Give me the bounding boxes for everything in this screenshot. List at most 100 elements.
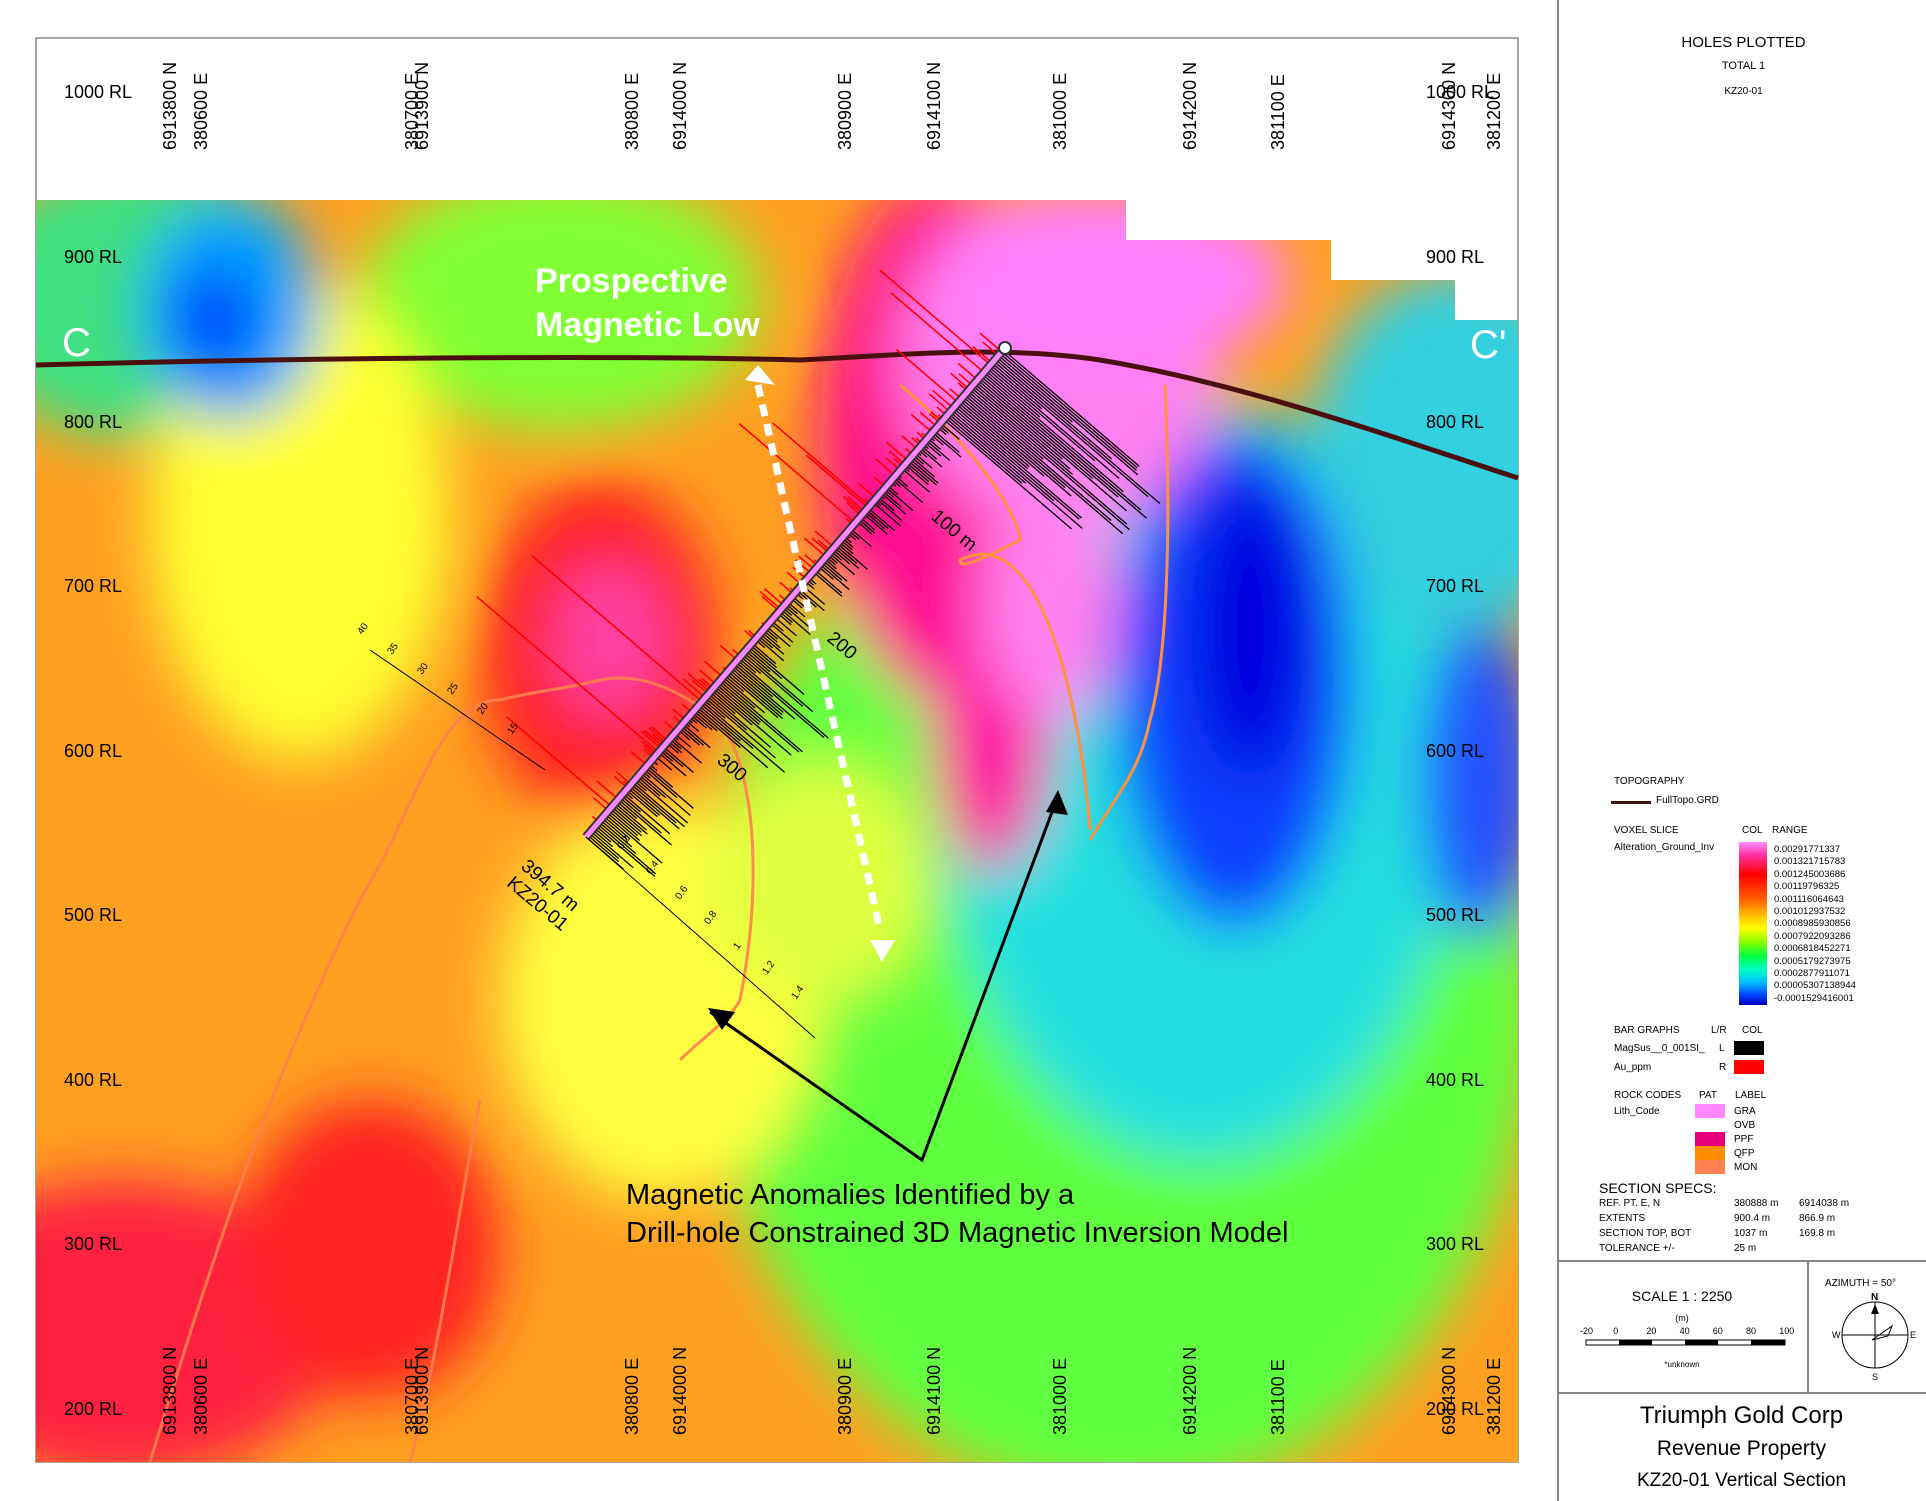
magsus-bar (862, 513, 888, 535)
magsus-bar (743, 652, 814, 713)
grid-label-bottom: 381100 E (1268, 1359, 1288, 1435)
rl-label-left: 500 RL (64, 905, 122, 925)
magsus-bar (698, 704, 741, 742)
spec-label: SECTION TOP, BOT (1599, 1228, 1692, 1239)
scale-bar-tick: 80 (1746, 1326, 1756, 1336)
grid-label-top: 6914200 N (1180, 62, 1200, 150)
topography-line (35, 349, 1519, 481)
magsus-bar (746, 648, 783, 680)
magsus-bar (630, 783, 677, 824)
scale-label: SCALE 1 : 2250 (1631, 1288, 1733, 1304)
rock-title: ROCK CODES (1614, 1090, 1682, 1101)
magsus-bar (756, 637, 785, 662)
legend-divider-2 (1557, 1392, 1926, 1394)
magsus-bar (751, 642, 777, 665)
scale-bar-tick: -20 (1580, 1326, 1593, 1336)
voxel-range-value: 0.00119796325 (1774, 881, 1840, 893)
au-bar (932, 389, 954, 409)
legend-panel: HOLES PLOTTED TOTAL 1 KZ20-01 TOPOGRAPHY… (1557, 0, 1926, 1501)
magsus-bar (959, 400, 1072, 497)
magsus-bar (812, 571, 843, 598)
au-bar (596, 780, 619, 800)
magsus-bar (749, 644, 777, 669)
magsus-bar (611, 806, 642, 833)
geology-contact-mon (148, 676, 755, 1463)
topo-title: TOPOGRAPHY (1614, 776, 1685, 787)
bar2-name: Au_ppm (1614, 1062, 1652, 1073)
magsus-bar (951, 409, 1080, 520)
grid-label-bottom: 380900 E (835, 1358, 855, 1435)
magsus-bar (919, 447, 943, 468)
geology-contact-qfp (899, 383, 1092, 831)
rl-label-left: 900 RL (64, 247, 122, 267)
magsus-bar (986, 368, 1096, 462)
magsus-bar (780, 608, 811, 636)
scale-bar-tick: 100 (1779, 1326, 1794, 1336)
grid-label-top: 380900 E (835, 73, 855, 150)
grid-label-top: 381100 E (1268, 74, 1288, 150)
holes-id: KZ20-01 (1724, 86, 1763, 97)
au-bar (738, 422, 856, 524)
rl-label-right: 1000 RL (1426, 82, 1494, 102)
bar-lr-label: L/R (1711, 1025, 1727, 1036)
magsus-bar (632, 781, 685, 828)
rock-pat-label: PAT (1699, 1090, 1717, 1101)
magsus-bar (946, 415, 1027, 484)
spec-label: TOLERANCE +/- (1599, 1243, 1675, 1254)
magsus-bar (833, 546, 860, 569)
magsus-bar (836, 543, 868, 570)
magsus-bar (645, 766, 694, 809)
magsus-bar (693, 710, 718, 732)
magsus-bar (725, 672, 779, 719)
magsus-bar (612, 804, 648, 835)
spec-value-2: 866.9 m (1799, 1213, 1836, 1224)
holes-total: TOTAL 1 (1721, 60, 1766, 72)
rock-ovb: OVB (1734, 1120, 1756, 1131)
magsus-bar (640, 772, 691, 817)
magsus-bar (985, 370, 1041, 418)
magsus-bar (714, 686, 760, 726)
grid-label-bottom: 6914100 N (924, 1347, 944, 1435)
range-label: RANGE (1772, 825, 1808, 836)
legend-divider-1 (1557, 1260, 1926, 1262)
grid-label-bottom: 380800 E (622, 1358, 642, 1435)
magsus-bar (661, 748, 684, 768)
rl-label-right: 400 RL (1426, 1070, 1484, 1090)
scale-bar: -20 0 20 40 60 80 100 (1580, 1326, 1794, 1346)
spec-value-1: 1037 m (1734, 1228, 1768, 1239)
magsus-bar (759, 633, 785, 655)
bar2-side: R (1719, 1062, 1727, 1073)
legend-divider-v (1807, 1262, 1809, 1392)
anomaly-pointer-lines (709, 795, 1060, 1163)
magsus-bar (627, 787, 661, 816)
magsus-bar (720, 678, 756, 709)
arrow-head-down-icon (870, 940, 895, 962)
topo-swatch (1611, 801, 1651, 804)
magsus-bar (745, 650, 771, 673)
au-bar (890, 292, 985, 374)
magsus-bar (603, 815, 631, 840)
magsus-bar (957, 402, 1045, 477)
mon-swatch (1695, 1160, 1725, 1174)
magsus-bar (973, 383, 1063, 460)
magsus-bar (712, 687, 792, 756)
grid-label-top: 381000 E (1050, 73, 1070, 150)
voxel-range-value: 0.001012937532 (1774, 906, 1846, 917)
section-label-right: C' (1470, 323, 1507, 367)
magsus-bar (695, 708, 741, 748)
bar-scale-left (369, 649, 546, 771)
magsus-bar (748, 646, 805, 695)
magsus-bar (906, 462, 930, 483)
magsus-bar (880, 492, 907, 515)
bar1-swatch (1734, 1041, 1764, 1055)
au-bar (682, 678, 706, 699)
magsus-bar (949, 411, 1055, 502)
magsus-bar (783, 605, 813, 630)
spec-label: EXTENTS (1599, 1213, 1646, 1224)
compass-n: N (1871, 1292, 1878, 1303)
magsus-bar (925, 439, 951, 461)
holes-title: HOLES PLOTTED (1681, 34, 1806, 51)
magsus-bar (983, 371, 1124, 493)
grid-label-bottom: 381200 E (1484, 1358, 1504, 1435)
magsus-bar (972, 385, 1071, 470)
